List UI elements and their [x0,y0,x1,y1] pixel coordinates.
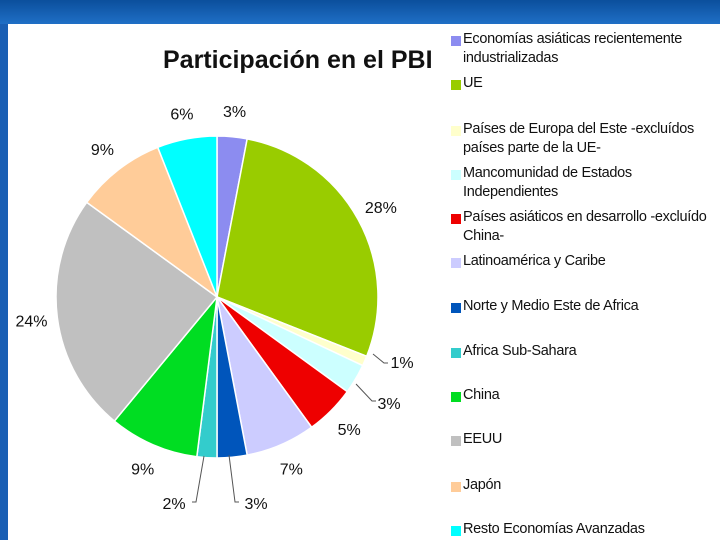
legend: Economías asiáticas recientemente indust… [447,24,720,540]
legend-swatch [451,170,461,180]
legend-label: Africa Sub-Sahara [463,343,577,359]
legend-swatch [451,258,461,268]
legend-label: Japón [463,477,502,493]
leader-line [192,455,205,503]
pie-slice [216,137,379,358]
legend-label: Norte y Medio Este de Africa [463,298,639,314]
slice-percent-label: 6% [170,106,193,123]
legend-label: Resto Economías Avanzadas [463,521,645,537]
legend-swatch [451,126,461,136]
slice-percent-label: 28% [365,200,397,217]
legend-label: China [463,387,500,403]
legend-label: Latinoamérica y Caribe [463,253,606,269]
legend-swatch [451,348,461,358]
slice-percent-label: 2% [162,496,185,513]
leader-line [228,454,239,503]
slice-percent-label: 9% [131,462,154,479]
legend-swatch [451,482,461,492]
legend-swatch [451,36,461,46]
pie-slice [55,201,219,423]
chart-title: Participación en el PBI [163,46,433,74]
pie-slice [156,135,218,298]
slice-percent-label: 24% [15,313,47,330]
legend-label: Países de Europa del Este -excluídos paí… [463,121,695,156]
slice-percent-label: 3% [244,496,267,513]
legend-swatch [451,392,461,402]
slice-percent-label: 3% [223,104,246,121]
legend-label: Países asiáticos en desarrollo -excluído… [463,209,707,244]
leader-line [372,353,388,364]
pie-slice [113,294,219,458]
legend-swatch [451,80,461,90]
legend-swatch [451,303,461,313]
legend-label: UE [463,75,483,91]
legend-label: Economías asiáticas recientemente indust… [463,31,682,66]
legend-swatch [451,526,461,536]
legend-swatch [451,214,461,224]
header-bar [0,0,720,24]
slice-percent-label: 3% [377,396,400,413]
slice-percent-label: 1% [390,355,413,372]
slice-percent-label: 9% [91,142,114,159]
leader-line [355,383,376,402]
slice-percent-label: 5% [338,422,361,439]
pie-slice [85,146,219,300]
legend-label: Mancomunidad de Estados Independientes [463,165,632,200]
legend-label: EEUU [463,431,503,447]
legend-swatch [451,436,461,446]
slice-percent-label: 7% [280,462,303,479]
